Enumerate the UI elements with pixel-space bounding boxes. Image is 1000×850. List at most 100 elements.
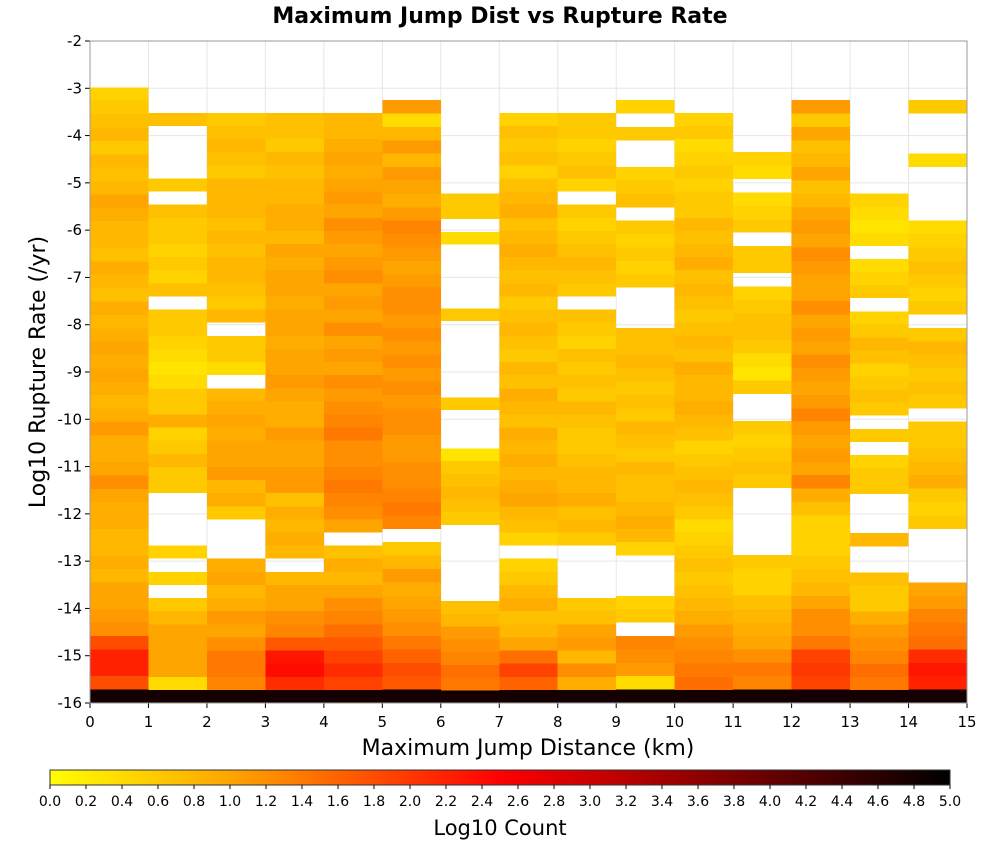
- heatmap-cell: [791, 327, 851, 342]
- heatmap-cell: [382, 341, 441, 355]
- heatmap-cell: [557, 519, 617, 533]
- heatmap-cell: [791, 555, 851, 570]
- heatmap-cell: [90, 636, 149, 650]
- heatmap-cell: [382, 314, 441, 328]
- colorbar-tick-label: 2.4: [471, 794, 493, 810]
- heatmap-cell: [90, 408, 149, 422]
- heatmap-cell: [557, 375, 617, 389]
- heatmap-cell: [616, 502, 675, 516]
- heatmap-cell: [850, 611, 909, 625]
- heatmap-cell: [265, 335, 324, 349]
- heatmap-cell: [557, 427, 617, 441]
- heatmap-cell: [908, 582, 967, 596]
- heatmap-cell: [674, 125, 734, 140]
- heatmap-cell: [148, 204, 207, 218]
- heatmap-cell: [148, 309, 207, 323]
- heatmap-cell: [499, 283, 558, 297]
- heatmap-cell: [674, 322, 734, 336]
- heatmap-cell: [733, 595, 792, 609]
- y-tick-label: -2: [67, 32, 82, 50]
- heatmap-cell: [499, 257, 558, 271]
- heatmap-cell: [90, 662, 149, 677]
- heatmap-cell: [557, 440, 617, 454]
- heatmap-cell: [382, 622, 441, 637]
- colorbar-tick-label: 4.2: [795, 794, 817, 810]
- heatmap-cell: [733, 299, 792, 314]
- heatmap-cell: [791, 153, 851, 168]
- heatmap-cell: [616, 327, 675, 342]
- heatmap-cell: [206, 217, 266, 231]
- heatmap-cell: [382, 126, 441, 141]
- y-tick-label: -5: [67, 174, 82, 192]
- heatmap-cell: [148, 270, 207, 284]
- heatmap-cell: [674, 139, 734, 153]
- heatmap-cell: [908, 475, 967, 489]
- heatmap-cell: [616, 435, 675, 449]
- heatmap-cell: [382, 381, 441, 395]
- heatmap-cell: [791, 394, 851, 409]
- heatmap-cell: [616, 341, 675, 355]
- heatmap-cell: [616, 126, 675, 141]
- heatmap-cell: [557, 466, 617, 481]
- colorbar-tick-label: 1.0: [219, 794, 241, 810]
- heatmap-cell: [499, 611, 558, 625]
- heatmap-cell: [148, 598, 207, 612]
- heatmap-cell: [733, 192, 792, 206]
- heatmap-cell: [382, 488, 441, 503]
- heatmap-cell: [440, 231, 500, 245]
- heatmap-cell: [733, 259, 792, 274]
- heatmap-cell: [557, 650, 617, 664]
- heatmap-cell: [908, 515, 967, 529]
- heatmap-cell: [557, 676, 617, 690]
- colorbar-tick-label: 0.4: [111, 794, 133, 810]
- heatmap-cell: [850, 324, 909, 338]
- heatmap-cell: [557, 348, 617, 363]
- heatmap-cell: [265, 296, 324, 310]
- chart-title: Maximum Jump Dist vs Rupture Rate: [272, 4, 727, 29]
- heatmap-cell: [499, 204, 558, 218]
- heatmap-cell: [382, 636, 441, 650]
- heatmap-cell: [90, 87, 149, 101]
- heatmap-cell: [557, 152, 617, 166]
- heatmap-cell: [206, 309, 266, 323]
- heatmap-cell: [557, 112, 617, 126]
- heatmap-cell: [206, 598, 266, 612]
- x-tick-label: 13: [841, 713, 860, 731]
- heatmap-cell: [265, 676, 324, 690]
- heatmap-cell: [908, 341, 967, 355]
- heatmap-cell: [382, 247, 441, 261]
- heatmap-cell: [148, 375, 207, 389]
- heatmap-cell: [206, 335, 266, 349]
- y-tick-label: -4: [67, 127, 82, 145]
- heatmap-cell: [323, 230, 383, 245]
- heatmap-cell: [791, 662, 851, 677]
- heatmap-cell: [674, 611, 734, 625]
- heatmap-cell: [323, 689, 383, 703]
- heatmap-cell: [206, 584, 266, 599]
- heatmap-cell: [148, 230, 207, 245]
- heatmap-cell: [206, 414, 266, 428]
- heatmap-cell: [908, 301, 967, 315]
- heatmap-cell: [265, 414, 324, 428]
- heatmap-cell: [499, 244, 558, 258]
- heatmap-cell: [791, 234, 851, 248]
- heatmap-cell: [382, 582, 441, 596]
- heatmap-cell: [674, 466, 734, 481]
- heatmap-cell: [323, 519, 383, 533]
- heatmap-cell: [674, 230, 734, 245]
- heatmap-cell: [265, 624, 324, 638]
- heatmap-cell: [323, 283, 383, 297]
- heatmap-cell: [850, 572, 909, 586]
- heatmap-cell: [499, 388, 558, 402]
- x-tick-label: 2: [202, 713, 212, 731]
- heatmap-cell: [557, 322, 617, 336]
- colorbar-tick-label: 0.0: [39, 794, 61, 810]
- heatmap-cell: [382, 113, 441, 127]
- heatmap-cell: [908, 689, 967, 703]
- x-tick-label: 12: [782, 713, 801, 731]
- heatmap-cell: [265, 466, 324, 481]
- heatmap-cell: [265, 388, 324, 402]
- heatmap-cell: [733, 622, 792, 636]
- heatmap-cell: [90, 328, 149, 342]
- heatmap-cell: [733, 367, 792, 381]
